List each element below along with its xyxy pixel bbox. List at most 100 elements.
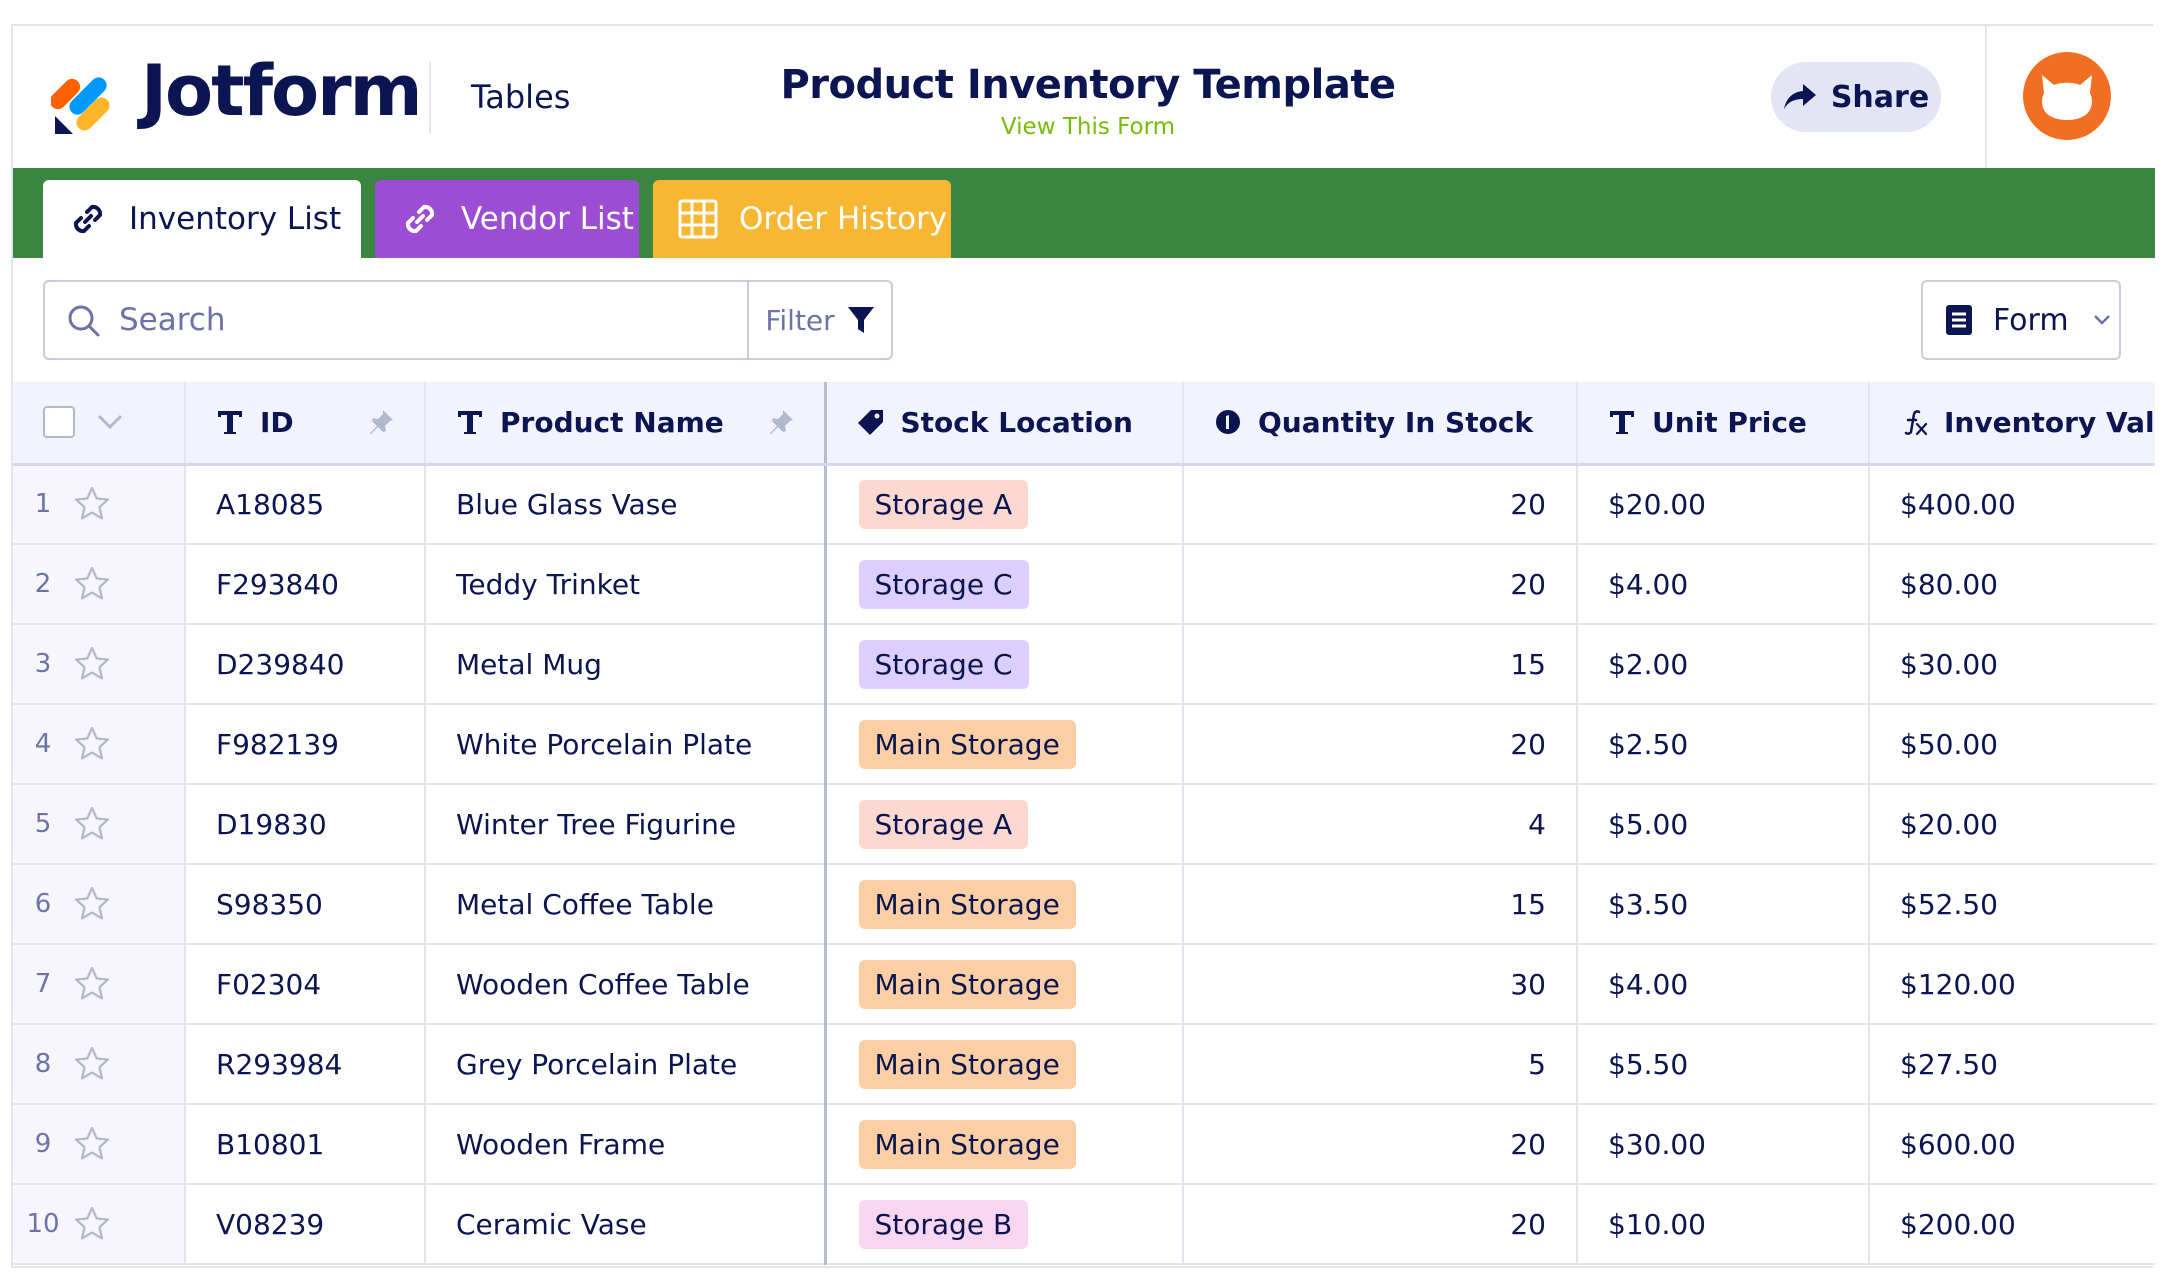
- stock-location-cell[interactable]: Storage A: [823, 784, 1184, 865]
- star-icon[interactable]: [73, 965, 111, 1003]
- unit-price-cell[interactable]: $4.00: [1577, 944, 1870, 1025]
- id-cell[interactable]: F02304: [185, 944, 426, 1025]
- table-row[interactable]: 9 B10801 Wooden Frame Main Storage 20 $3…: [13, 1104, 2155, 1185]
- product-name-cell[interactable]: Ceramic Vase: [425, 1184, 826, 1265]
- star-icon[interactable]: [73, 645, 111, 683]
- inventory-value-cell[interactable]: $50.00: [1869, 704, 2155, 785]
- inventory-value-cell[interactable]: $120.00: [1869, 944, 2155, 1025]
- stock-location-cell[interactable]: Main Storage: [823, 1104, 1184, 1185]
- tables-link[interactable]: Tables: [471, 78, 571, 116]
- stock-location-cell[interactable]: Main Storage: [823, 864, 1184, 945]
- product-name-cell[interactable]: Winter Tree Figurine: [425, 784, 826, 865]
- product-name-cell[interactable]: Metal Coffee Table: [425, 864, 826, 945]
- unit-price-cell[interactable]: $2.00: [1577, 624, 1870, 705]
- id-cell[interactable]: F293840: [185, 544, 426, 625]
- pin-icon[interactable]: [366, 407, 396, 437]
- id-cell[interactable]: D239840: [185, 624, 426, 705]
- quantity-cell[interactable]: 5: [1183, 1024, 1578, 1105]
- star-icon[interactable]: [73, 565, 111, 603]
- inventory-value-cell[interactable]: $200.00: [1869, 1184, 2155, 1265]
- star-icon[interactable]: [73, 485, 111, 523]
- pin-icon[interactable]: [766, 407, 796, 437]
- product-name-cell[interactable]: Wooden Frame: [425, 1104, 826, 1185]
- product-name-cell[interactable]: Blue Glass Vase: [425, 464, 826, 545]
- table-row[interactable]: 4 F982139 White Porcelain Plate Main Sto…: [13, 704, 2155, 785]
- unit-price-cell[interactable]: $2.50: [1577, 704, 1870, 785]
- table-row[interactable]: 2 F293840 Teddy Trinket Storage C 20 $4.…: [13, 544, 2155, 625]
- table-row[interactable]: 6 S98350 Metal Coffee Table Main Storage…: [13, 864, 2155, 945]
- id-cell[interactable]: A18085: [185, 464, 426, 545]
- star-icon[interactable]: [73, 1125, 111, 1163]
- unit-price-cell[interactable]: $30.00: [1577, 1104, 1870, 1185]
- unit-price-cell[interactable]: $10.00: [1577, 1184, 1870, 1265]
- column-header-unit-price[interactable]: Unit Price: [1577, 382, 1870, 466]
- stock-location-cell[interactable]: Storage C: [823, 624, 1184, 705]
- avatar[interactable]: [2023, 52, 2111, 140]
- column-header-inventory-value[interactable]: Inventory Value: [1869, 382, 2155, 466]
- inventory-value-cell[interactable]: $20.00: [1869, 784, 2155, 865]
- unit-price-cell[interactable]: $5.50: [1577, 1024, 1870, 1105]
- product-name-cell[interactable]: Metal Mug: [425, 624, 826, 705]
- filter-button[interactable]: Filter: [747, 282, 891, 358]
- quantity-cell[interactable]: 30: [1183, 944, 1578, 1025]
- column-header-quantity-in-stock[interactable]: Quantity In Stock: [1183, 382, 1578, 466]
- inventory-value-cell[interactable]: $600.00: [1869, 1104, 2155, 1185]
- stock-location-cell[interactable]: Storage B: [823, 1184, 1184, 1265]
- inventory-value-cell[interactable]: $400.00: [1869, 464, 2155, 545]
- quantity-cell[interactable]: 15: [1183, 864, 1578, 945]
- id-cell[interactable]: R293984: [185, 1024, 426, 1105]
- quantity-cell[interactable]: 20: [1183, 704, 1578, 785]
- product-name-cell[interactable]: Grey Porcelain Plate: [425, 1024, 826, 1105]
- product-name-cell[interactable]: Teddy Trinket: [425, 544, 826, 625]
- star-icon[interactable]: [73, 1045, 111, 1083]
- quantity-cell[interactable]: 20: [1183, 1104, 1578, 1185]
- id-cell[interactable]: V08239: [185, 1184, 426, 1265]
- inventory-value-cell[interactable]: $30.00: [1869, 624, 2155, 705]
- chevron-down-icon[interactable]: [97, 414, 123, 430]
- star-icon[interactable]: [73, 805, 111, 843]
- stock-location-cell[interactable]: Main Storage: [823, 1024, 1184, 1105]
- stock-location-cell[interactable]: Storage A: [823, 464, 1184, 545]
- table-row[interactable]: 7 F02304 Wooden Coffee Table Main Storag…: [13, 944, 2155, 1025]
- table-row[interactable]: 1 A18085 Blue Glass Vase Storage A 20 $2…: [13, 464, 2155, 545]
- share-button[interactable]: Share: [1771, 62, 1941, 132]
- table-row[interactable]: 3 D239840 Metal Mug Storage C 15 $2.00 $…: [13, 624, 2155, 705]
- table-row[interactable]: 10 V08239 Ceramic Vase Storage B 20 $10.…: [13, 1184, 2155, 1265]
- quantity-cell[interactable]: 20: [1183, 544, 1578, 625]
- id-cell[interactable]: B10801: [185, 1104, 426, 1185]
- quantity-cell[interactable]: 4: [1183, 784, 1578, 865]
- tab-vendor-list[interactable]: Vendor List: [375, 180, 639, 258]
- inventory-value-cell[interactable]: $52.50: [1869, 864, 2155, 945]
- tab-inventory-list[interactable]: Inventory List: [43, 180, 361, 258]
- star-icon[interactable]: [73, 725, 111, 763]
- stock-location-cell[interactable]: Main Storage: [823, 704, 1184, 785]
- select-all-checkbox[interactable]: [43, 406, 75, 439]
- view-form-link[interactable]: View This Form: [1000, 114, 1176, 140]
- product-name-cell[interactable]: White Porcelain Plate: [425, 704, 826, 785]
- unit-price-cell[interactable]: $3.50: [1577, 864, 1870, 945]
- stock-location-cell[interactable]: Main Storage: [823, 944, 1184, 1025]
- inventory-value-cell[interactable]: $27.50: [1869, 1024, 2155, 1105]
- jotform-logo-icon[interactable]: [51, 64, 123, 136]
- quantity-cell[interactable]: 20: [1183, 1184, 1578, 1265]
- id-cell[interactable]: D19830: [185, 784, 426, 865]
- table-row[interactable]: 8 R293984 Grey Porcelain Plate Main Stor…: [13, 1024, 2155, 1105]
- tab-order-history[interactable]: Order History: [653, 180, 951, 258]
- star-icon[interactable]: [73, 885, 111, 923]
- star-icon[interactable]: [73, 1205, 111, 1243]
- product-name-cell[interactable]: Wooden Coffee Table: [425, 944, 826, 1025]
- unit-price-cell[interactable]: $5.00: [1577, 784, 1870, 865]
- column-header-stock-location[interactable]: Stock Location: [823, 382, 1184, 466]
- stock-location-cell[interactable]: Storage C: [823, 544, 1184, 625]
- unit-price-cell[interactable]: $20.00: [1577, 464, 1870, 545]
- column-header-id[interactable]: ID: [185, 382, 426, 466]
- column-header-product-name[interactable]: Product Name: [425, 382, 826, 466]
- form-view-button[interactable]: Form: [1921, 280, 2121, 360]
- unit-price-cell[interactable]: $4.00: [1577, 544, 1870, 625]
- quantity-cell[interactable]: 15: [1183, 624, 1578, 705]
- id-cell[interactable]: S98350: [185, 864, 426, 945]
- id-cell[interactable]: F982139: [185, 704, 426, 785]
- quantity-cell[interactable]: 20: [1183, 464, 1578, 545]
- inventory-value-cell[interactable]: $80.00: [1869, 544, 2155, 625]
- table-row[interactable]: 5 D19830 Winter Tree Figurine Storage A …: [13, 784, 2155, 865]
